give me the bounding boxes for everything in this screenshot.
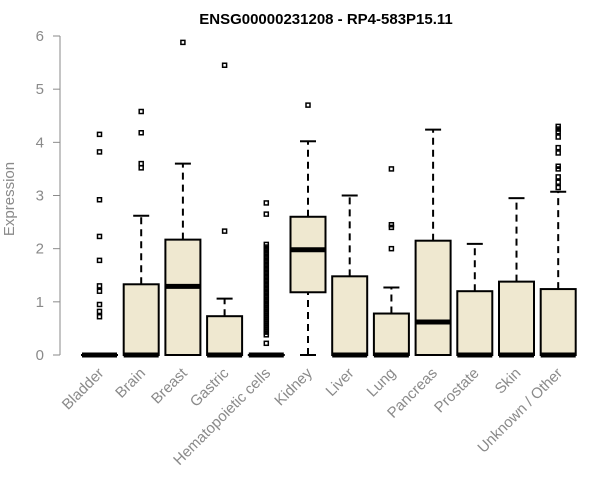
box-breast: [164, 39, 202, 356]
x-tick-label: Skin: [492, 365, 525, 398]
outlier-point: [555, 144, 561, 151]
box-body: [414, 239, 452, 356]
outlier-point: [96, 308, 103, 315]
outlier-point: [96, 149, 103, 155]
outlier-point: [221, 62, 228, 68]
box-prostate: [456, 242, 494, 358]
box-body: [498, 280, 535, 357]
outlier-point: [388, 224, 395, 231]
y-axis: 0 1 2 3 4 5 6: [36, 28, 61, 364]
outlier-point: [263, 200, 270, 206]
x-tick-label: Bladder: [59, 365, 108, 414]
outlier-point: [96, 313, 103, 320]
box-gastric: [206, 62, 244, 358]
outlier-point: [138, 160, 144, 167]
outlier-point: [305, 102, 311, 108]
box-body: [331, 275, 369, 356]
box-skin: [498, 197, 535, 358]
box-body: [122, 283, 160, 356]
x-tick-label: Kidney: [271, 364, 316, 409]
box-body: [539, 288, 577, 356]
box-body: [456, 290, 494, 357]
box-lung: [372, 166, 410, 358]
outlier-point: [138, 130, 144, 136]
y-axis-label: Expression: [1, 162, 18, 236]
outlier-point: [180, 39, 186, 46]
outlier-point: [263, 211, 270, 217]
y-tick-label: 3: [36, 188, 44, 205]
outlier-point: [138, 108, 144, 115]
outlier-point: [96, 197, 103, 203]
outlier-point: [96, 283, 103, 289]
outlier-point: [555, 179, 561, 185]
outlier-point: [221, 228, 228, 234]
box-kidney: [289, 102, 327, 356]
x-tick-label: Brain: [112, 365, 149, 402]
x-tick-label: Breast: [148, 364, 191, 407]
x-tick-label: Lung: [364, 365, 400, 401]
box-series: [81, 39, 577, 358]
outlier-point: [96, 301, 103, 308]
box-brain: [122, 108, 160, 358]
outlier-point: [263, 332, 270, 338]
outlier-point: [388, 166, 395, 172]
outlier-point: [555, 184, 561, 191]
outlier-point: [96, 288, 103, 294]
box-pancreas: [414, 128, 452, 356]
box-unknown-other: [539, 123, 577, 358]
y-tick-label: 6: [36, 28, 44, 45]
x-tick-label: Liver: [323, 365, 358, 400]
box-liver: [331, 194, 369, 358]
outlier-point: [96, 257, 103, 264]
outlier-point: [555, 174, 561, 180]
outlier-point: [96, 233, 103, 240]
box-body: [372, 312, 410, 356]
outlier-point: [263, 340, 270, 347]
outlier-point: [555, 134, 561, 140]
outlier-point: [555, 128, 561, 135]
outlier-point: [96, 131, 103, 138]
outlier-point: [555, 166, 561, 172]
chart-title: ENSG00000231208 - RP4-583P15.11: [199, 11, 453, 28]
box-body: [164, 238, 202, 356]
outlier-point: [388, 245, 395, 252]
y-tick-label: 1: [36, 294, 44, 311]
x-tick-label: Prostate: [431, 365, 483, 417]
y-tick-label: 5: [36, 81, 44, 98]
outlier-point: [138, 165, 144, 171]
box-bladder: [81, 131, 118, 358]
box-hematopoietic-cells: [247, 200, 285, 358]
y-tick-label: 4: [36, 134, 44, 151]
y-tick-label: 2: [36, 241, 44, 258]
outlier-point: [555, 150, 561, 156]
box-body: [289, 215, 327, 294]
box-body: [206, 315, 244, 356]
y-tick-label: 0: [36, 347, 44, 364]
